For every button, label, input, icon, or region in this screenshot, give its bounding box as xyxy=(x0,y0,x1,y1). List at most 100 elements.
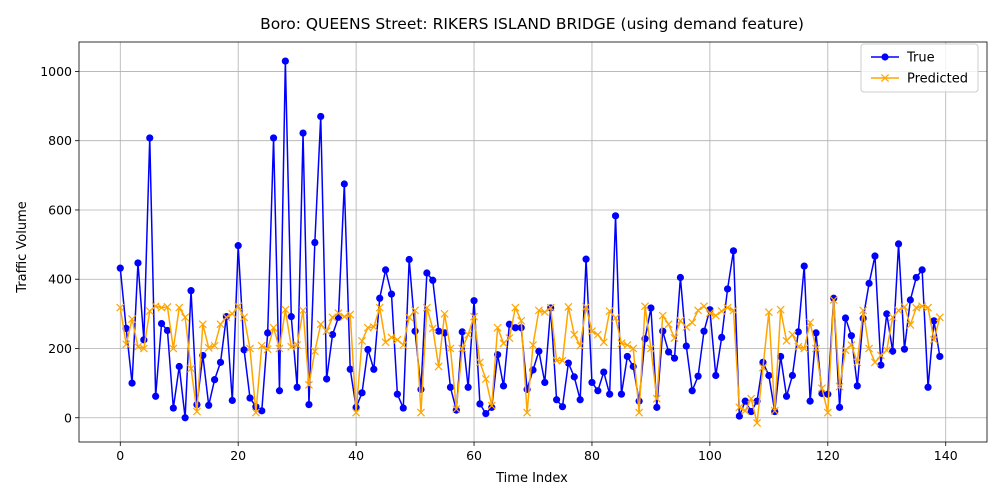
data-point xyxy=(458,344,467,353)
data-point xyxy=(811,344,821,353)
data-point xyxy=(163,302,172,311)
data-point xyxy=(641,302,650,311)
data-point xyxy=(134,259,142,267)
data-point xyxy=(699,302,709,311)
data-point xyxy=(476,400,484,408)
legend-label: Predicted xyxy=(907,72,968,87)
data-point xyxy=(116,264,124,272)
data-point xyxy=(859,306,868,315)
data-point xyxy=(847,332,855,340)
data-point xyxy=(847,341,856,350)
data-point xyxy=(599,338,608,347)
data-point xyxy=(853,382,861,390)
y-tick-label: 200 xyxy=(48,341,72,356)
data-point xyxy=(487,401,496,410)
data-point xyxy=(564,302,573,311)
data-point xyxy=(499,382,508,390)
data-point xyxy=(422,303,431,312)
data-point xyxy=(658,311,667,320)
legend-label: True xyxy=(906,51,935,66)
legend-box xyxy=(860,43,979,93)
data-point xyxy=(534,306,543,315)
x-tick-label: 60 xyxy=(466,448,482,463)
x-tick-label: 20 xyxy=(230,448,246,463)
data-point xyxy=(399,341,408,350)
data-point xyxy=(493,323,502,332)
data-point xyxy=(830,294,838,302)
y-tick-label: 400 xyxy=(48,272,72,287)
data-point xyxy=(151,302,160,311)
data-point xyxy=(623,352,631,361)
data-point xyxy=(328,313,337,322)
data-point xyxy=(258,407,266,415)
data-point xyxy=(735,412,743,420)
data-point xyxy=(611,313,620,323)
data-point xyxy=(488,403,496,411)
data-point xyxy=(152,392,160,400)
y-tick-label: 0 xyxy=(64,410,72,425)
data-point xyxy=(882,346,891,355)
data-point xyxy=(305,400,313,409)
data-point xyxy=(446,383,455,391)
data-point xyxy=(582,302,591,311)
data-point xyxy=(381,338,390,347)
data-point xyxy=(870,358,879,367)
data-point xyxy=(311,238,319,247)
data-point xyxy=(387,290,396,298)
x-tick-label: 40 xyxy=(348,448,364,463)
data-point xyxy=(435,327,443,335)
x-tick-label: 0 xyxy=(116,448,124,463)
data-point xyxy=(588,378,596,387)
data-point xyxy=(370,365,378,373)
data-point xyxy=(346,365,354,373)
data-point xyxy=(705,309,714,318)
data-point xyxy=(381,266,390,274)
data-point xyxy=(128,379,136,387)
data-point xyxy=(470,312,479,321)
data-point xyxy=(546,303,555,312)
data-point xyxy=(169,404,177,412)
data-point xyxy=(163,326,172,335)
data-point xyxy=(646,344,655,353)
data-point xyxy=(776,305,785,314)
data-point xyxy=(930,317,938,325)
y-axis-label: Traffic Volume xyxy=(15,201,30,294)
data-point xyxy=(894,240,903,248)
data-point xyxy=(281,305,290,314)
data-point xyxy=(204,343,213,352)
data-point xyxy=(475,358,484,367)
data-point xyxy=(251,408,260,417)
data-point xyxy=(924,303,933,312)
data-point xyxy=(617,390,626,398)
data-point xyxy=(605,307,614,316)
data-point xyxy=(375,303,384,312)
data-point xyxy=(216,358,225,366)
data-point xyxy=(416,408,425,417)
data-point xyxy=(552,396,561,404)
data-point xyxy=(918,266,926,274)
data-point xyxy=(411,306,420,315)
data-point xyxy=(187,364,196,373)
data-point xyxy=(323,375,331,383)
data-point xyxy=(222,313,231,322)
series-predicted xyxy=(116,295,944,427)
data-point xyxy=(600,368,608,376)
data-point xyxy=(175,303,184,312)
data-point xyxy=(528,341,538,350)
data-point xyxy=(606,390,614,398)
data-point xyxy=(128,315,137,324)
data-point xyxy=(281,57,289,65)
data-point xyxy=(652,394,661,403)
data-point xyxy=(758,363,767,372)
data-point xyxy=(122,340,131,349)
data-point xyxy=(535,347,543,355)
data-point xyxy=(765,371,773,380)
data-point xyxy=(670,354,679,362)
data-point xyxy=(334,309,343,318)
data-point xyxy=(310,347,319,356)
data-point xyxy=(883,310,891,318)
data-point xyxy=(287,342,296,351)
data-point xyxy=(423,269,431,277)
data-point xyxy=(429,276,437,284)
data-point xyxy=(729,247,738,255)
